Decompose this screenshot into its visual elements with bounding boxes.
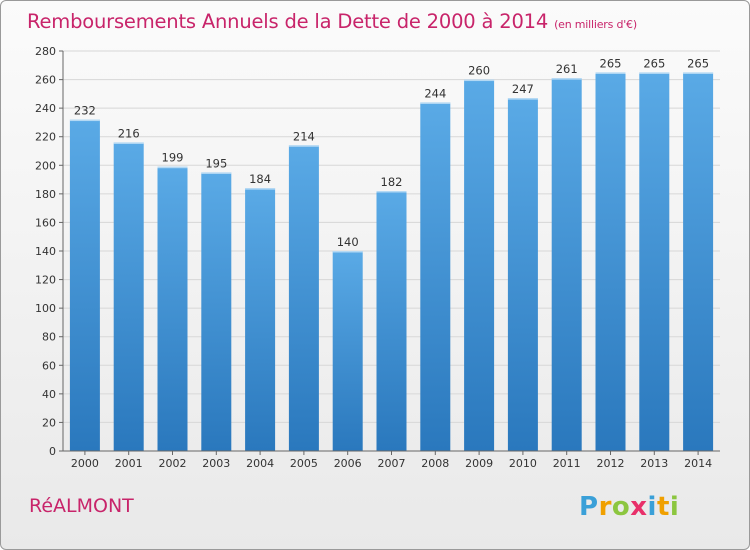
x-tick-label: 2010 — [509, 457, 537, 470]
bar-value-label: 244 — [424, 86, 446, 100]
chart-title-text: Remboursements Annuels de la Dette de 20… — [27, 10, 549, 33]
bar — [332, 251, 363, 451]
bar-highlight — [376, 191, 407, 193]
bars — [69, 72, 714, 452]
y-tick-label: 280 — [35, 45, 56, 58]
x-tick-label: 2004 — [246, 457, 274, 470]
bar — [595, 72, 626, 451]
x-tick-label: 2012 — [597, 457, 625, 470]
x-tick-label: 2006 — [334, 457, 362, 470]
bar — [420, 102, 451, 451]
bar-highlight — [245, 188, 276, 190]
x-tick-label: 2007 — [378, 457, 406, 470]
logo-letter: i — [669, 492, 680, 522]
bar-value-label: 214 — [293, 129, 315, 143]
x-tick-label: 2013 — [640, 457, 668, 470]
y-tick-label: 100 — [35, 302, 56, 315]
data-labels: 232 216 199 195 184 214 140 182 244 260 247 261 265 2… — [74, 56, 709, 249]
bar-highlight — [288, 145, 319, 147]
bar-value-label: 199 — [162, 151, 184, 165]
y-tick-label: 200 — [35, 159, 56, 172]
bar — [113, 142, 144, 451]
bar-value-label: 184 — [249, 172, 271, 186]
bar-highlight — [420, 102, 451, 104]
y-tick-label: 60 — [42, 359, 56, 372]
x-tick-label: 2002 — [159, 457, 187, 470]
x-tick-label: 2005 — [290, 457, 318, 470]
y-tick-label: 260 — [35, 74, 56, 87]
x-tick-label: 2003 — [202, 457, 230, 470]
logo-letter: r — [598, 492, 612, 522]
bar-value-label: 140 — [337, 235, 359, 249]
chart-title: Remboursements Annuels de la Dette de 20… — [27, 7, 637, 37]
logo-letter: t — [656, 492, 670, 522]
bar-value-label: 265 — [687, 56, 709, 70]
chart-subtitle: (en milliers d'€) — [554, 18, 637, 31]
bar-value-label: 195 — [205, 156, 227, 170]
commune-name: RéALMONT — [29, 495, 134, 517]
y-tick-label: 240 — [35, 102, 56, 115]
bar-highlight — [201, 172, 232, 174]
y-tick-label: 120 — [35, 274, 56, 287]
y-tick-label: 40 — [42, 388, 56, 401]
logo-letter: o — [611, 492, 631, 522]
bar-highlight — [639, 72, 670, 74]
bar-value-label: 265 — [600, 56, 622, 70]
bar — [507, 98, 538, 452]
bar — [464, 79, 495, 452]
bar — [157, 166, 188, 451]
y-tick-label: 140 — [35, 245, 56, 258]
x-tick-label: 2000 — [71, 457, 99, 470]
bar-value-label: 260 — [468, 64, 490, 78]
x-tick-label: 2014 — [684, 457, 712, 470]
logo-letter: i — [647, 492, 657, 522]
x-tick-label: 2009 — [465, 457, 493, 470]
bar-highlight — [157, 166, 188, 169]
bar — [376, 191, 407, 451]
bar-value-label: 216 — [118, 126, 140, 140]
bar-highlight — [595, 72, 626, 74]
logo-letter: P — [579, 492, 599, 522]
bar-highlight — [69, 119, 100, 122]
bar-highlight — [332, 251, 363, 253]
bar-highlight — [683, 72, 714, 74]
bar — [639, 72, 670, 451]
y-tick-label: 220 — [35, 131, 56, 144]
proxiti-logo: Proxiti — [579, 489, 679, 525]
y-tick-label: 80 — [42, 331, 56, 344]
y-tick-label: 0 — [49, 445, 56, 458]
bar — [288, 145, 319, 452]
bar — [551, 78, 582, 452]
y-tick-label: 20 — [42, 416, 56, 429]
bar-value-label: 232 — [74, 104, 96, 118]
y-tick-label: 180 — [35, 188, 56, 201]
x-tick-label: 2011 — [553, 457, 581, 470]
bar-highlight — [113, 142, 144, 144]
bar — [69, 119, 100, 452]
bar-highlight — [464, 79, 495, 82]
axes: 0 20 40 60 80 100 120 140 160 180 200 220 240 260 280 2… — [35, 45, 720, 470]
x-tick-label: 2008 — [421, 457, 449, 470]
bar — [201, 172, 232, 451]
bar-highlight — [551, 78, 582, 80]
x-tick-label: 2001 — [115, 457, 143, 470]
bar-highlight — [507, 98, 538, 100]
bar — [245, 188, 276, 451]
bar-value-label: 182 — [381, 175, 403, 189]
bar — [683, 72, 714, 451]
logo-letter: x — [630, 492, 648, 522]
y-tick-label: 160 — [35, 216, 56, 229]
bar-value-label: 261 — [556, 62, 578, 76]
bar-value-label: 265 — [643, 56, 665, 70]
bar-value-label: 247 — [512, 82, 534, 96]
